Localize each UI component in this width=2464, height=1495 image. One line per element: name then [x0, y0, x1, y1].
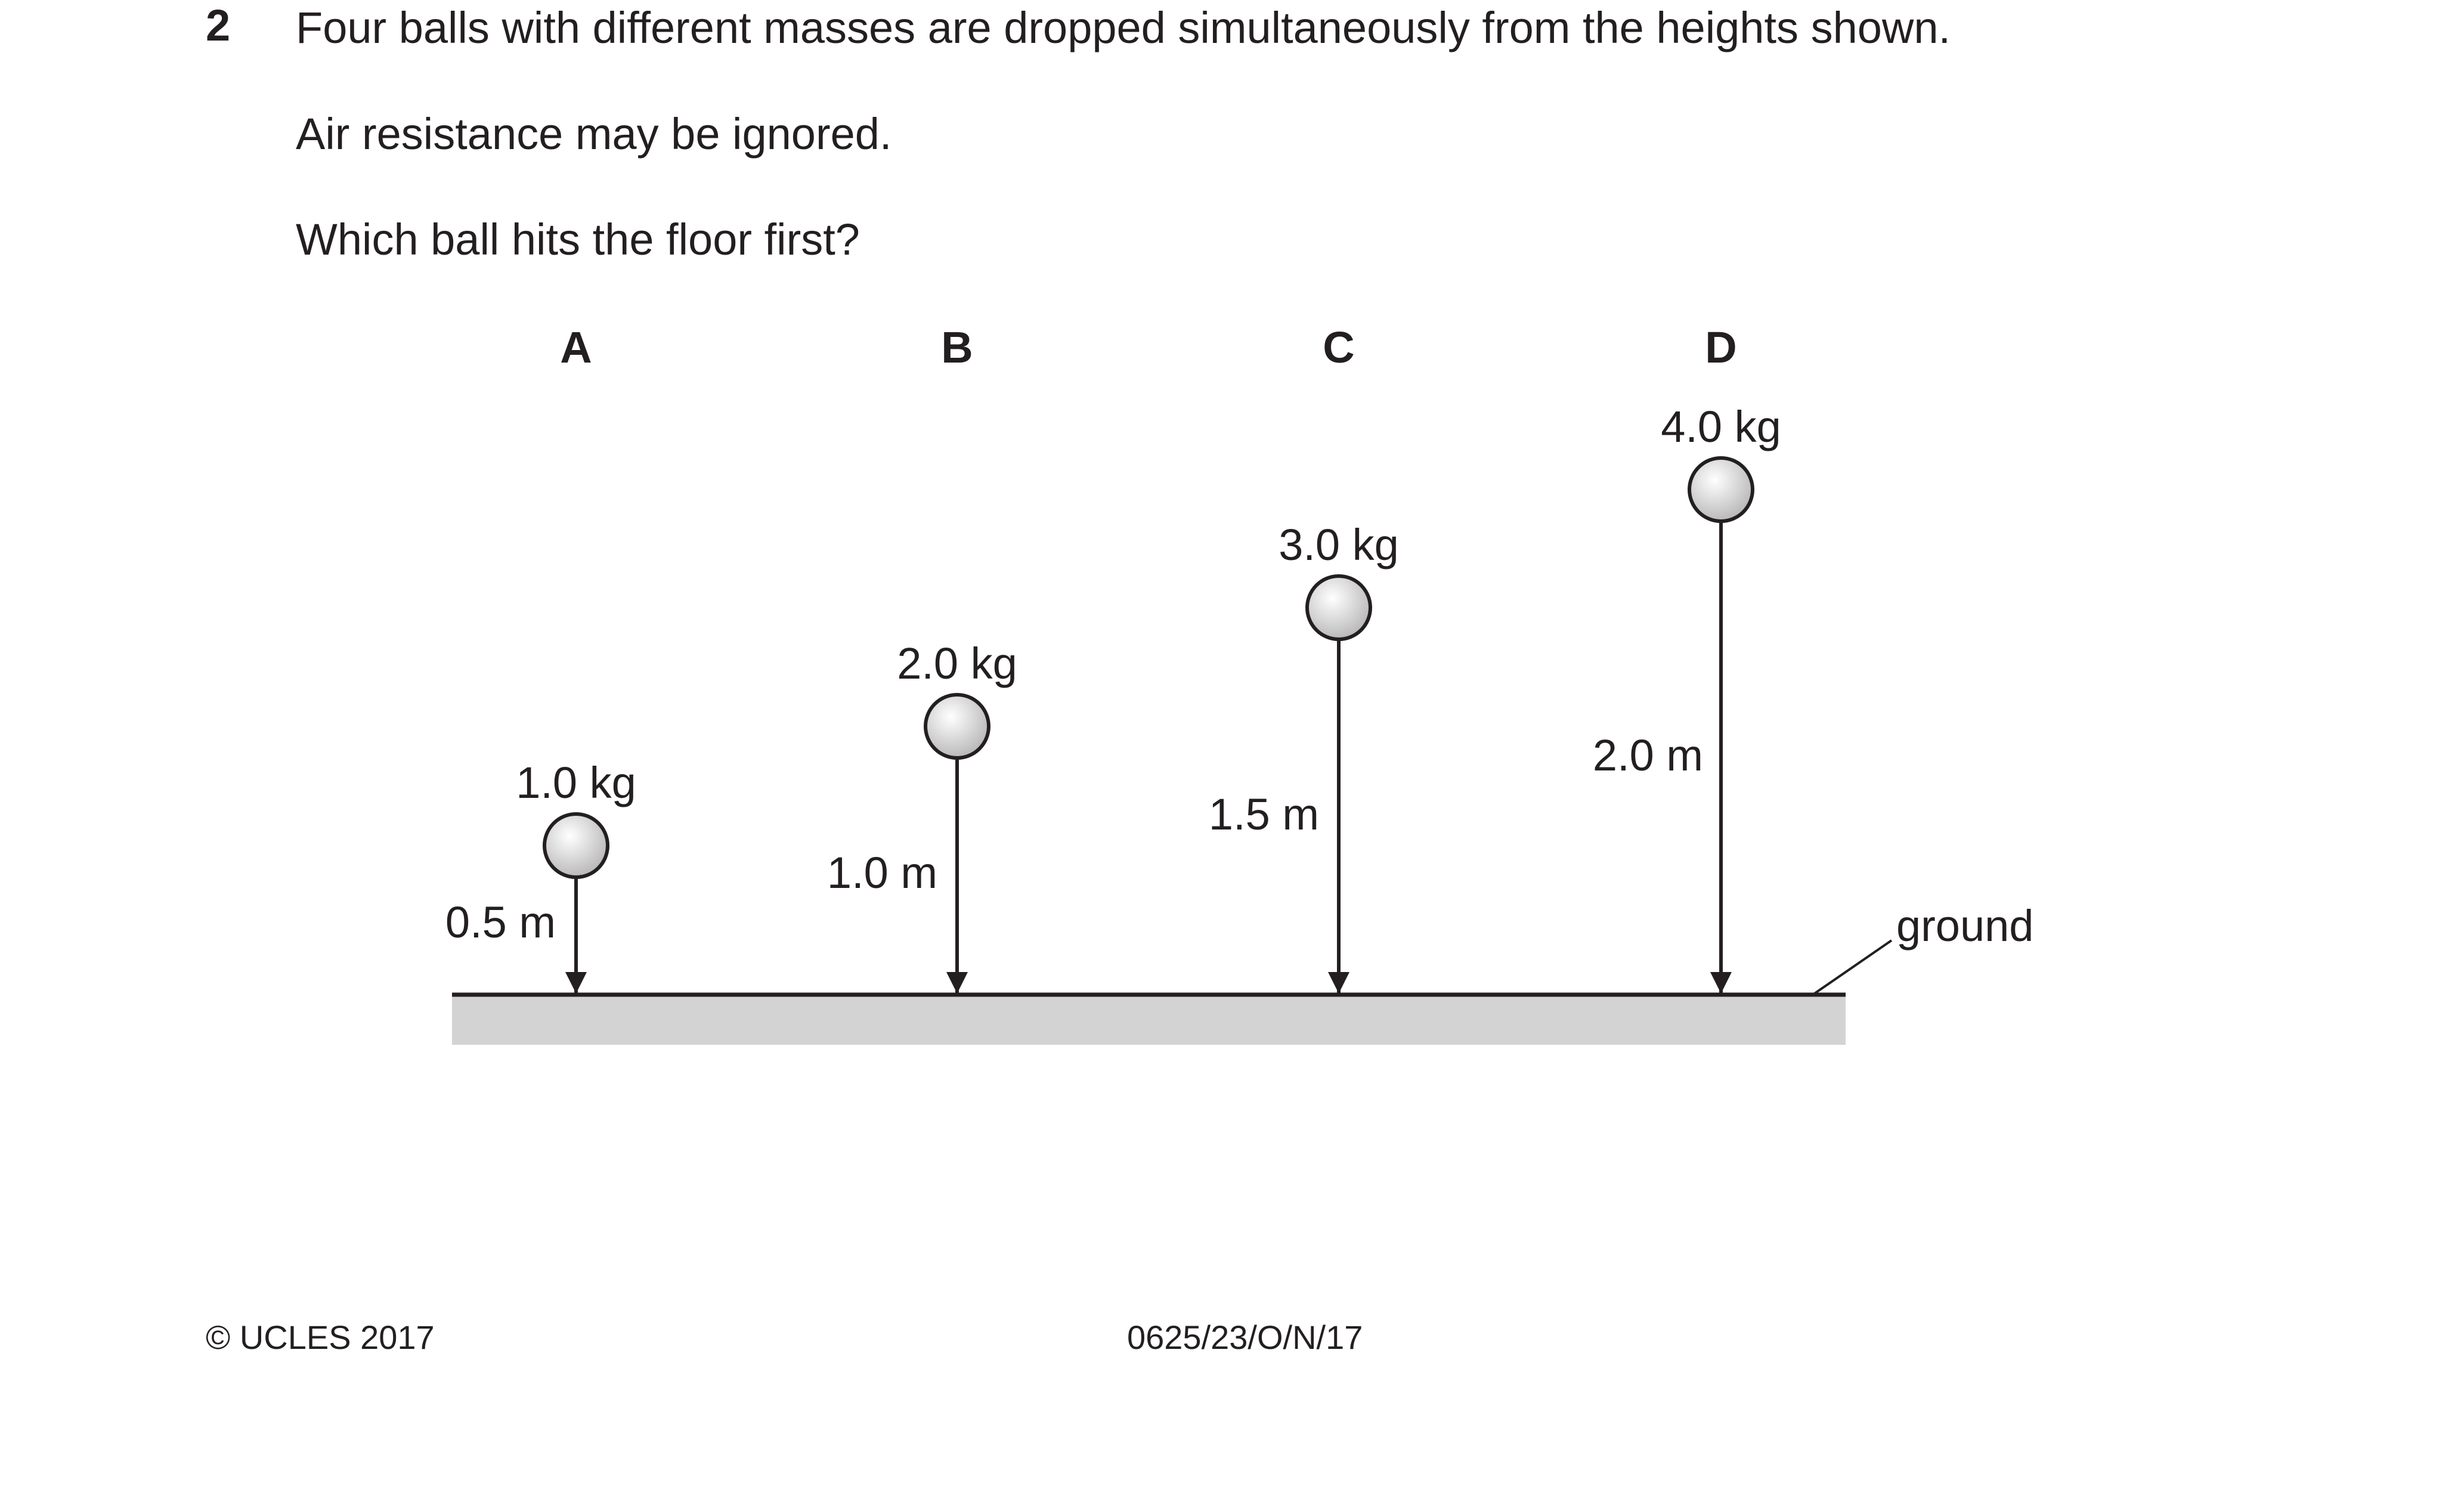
ball-d: [1688, 456, 1754, 523]
ball-a-mass-label: 1.0 kg: [516, 758, 636, 807]
ball-c: [1305, 574, 1372, 641]
ball-group-a: A 1.0 kg 0.5 m: [445, 323, 636, 993]
ground-block: [452, 995, 1846, 1045]
question-text-line-1: Four balls with different masses are dro…: [296, 3, 1951, 52]
ball-group-c: C 3.0 kg 1.5 m: [1209, 323, 1399, 993]
ball-group-d: D 4.0 kg 2.0 m: [1593, 323, 1781, 993]
ball-b-letter: B: [941, 323, 973, 372]
ball-c-mass-label: 3.0 kg: [1279, 520, 1399, 569]
ball-a: [543, 812, 609, 879]
ground-leader-line: [1812, 939, 1893, 996]
ball-d-letter: D: [1705, 323, 1736, 372]
copyright-footer: © UCLES 2017: [206, 1318, 435, 1356]
ball-d-height-label: 2.0 m: [1593, 731, 1703, 780]
paper-code-footer: 0625/23/O/N/17: [1127, 1318, 1363, 1356]
ball-group-b: B 2.0 kg 1.0 m: [827, 323, 1017, 993]
ball-c-letter: C: [1323, 323, 1354, 372]
ball-a-letter: A: [560, 323, 592, 372]
question-text-line-2: Air resistance may be ignored.: [296, 109, 892, 159]
question-text-line-3: Which ball hits the floor first?: [296, 215, 860, 264]
question-number: 2: [206, 1, 231, 50]
ball-b-mass-label: 2.0 kg: [897, 639, 1017, 688]
ground-label: ground: [1896, 901, 2033, 951]
ball-b: [924, 693, 990, 760]
ball-c-height-label: 1.5 m: [1209, 790, 1319, 839]
ball-a-height-label: 0.5 m: [445, 897, 556, 947]
ball-d-mass-label: 4.0 kg: [1661, 402, 1781, 451]
ball-b-height-label: 1.0 m: [827, 848, 937, 897]
